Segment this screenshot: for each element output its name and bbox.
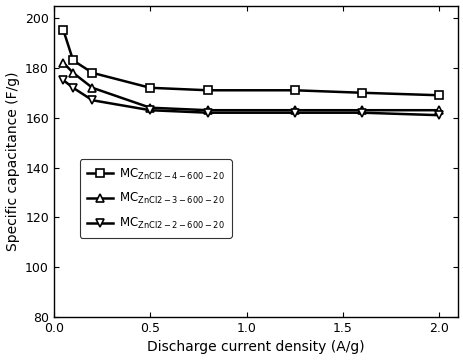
X-axis label: Discharge current density (A/g): Discharge current density (A/g) bbox=[147, 341, 364, 355]
Y-axis label: Specific capacitance (F/g): Specific capacitance (F/g) bbox=[6, 72, 19, 251]
Legend: MC$_{\mathrm{ZnCl2-4-600-20}}$, MC$_{\mathrm{ZnCl2-3-600-20}}$, MC$_{\mathrm{ZnC: MC$_{\mathrm{ZnCl2-4-600-20}}$, MC$_{\ma… bbox=[80, 159, 231, 238]
